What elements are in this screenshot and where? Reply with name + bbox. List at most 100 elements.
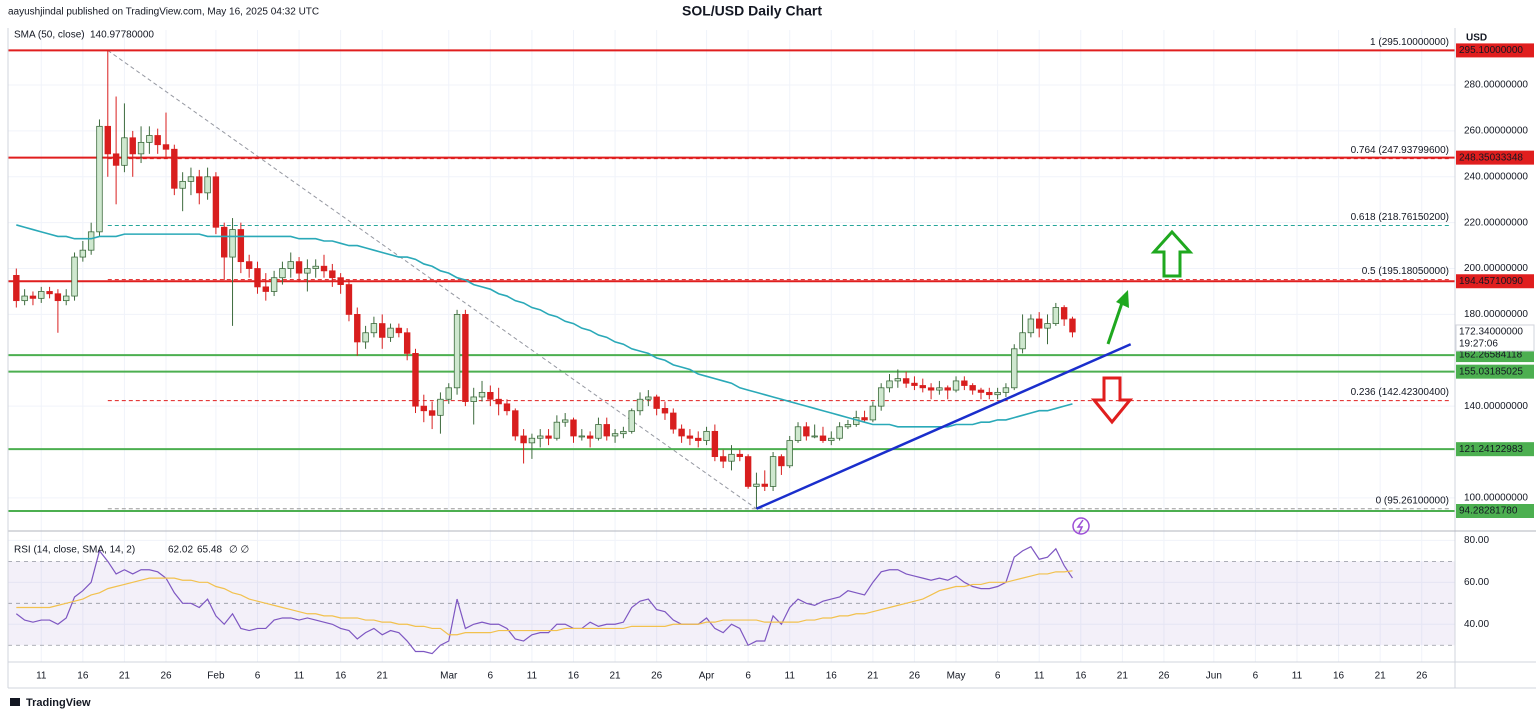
candle-body	[778, 456, 785, 467]
candle-body	[1011, 348, 1018, 389]
price-badge	[1456, 504, 1534, 519]
last-price-badge	[1455, 324, 1535, 352]
x-tick-label: 26	[160, 671, 172, 682]
candle-body	[96, 125, 103, 233]
currency: USD	[1466, 33, 1487, 44]
x-tick-label: Jun	[1206, 671, 1222, 682]
candle-body	[487, 391, 494, 400]
candle-body	[503, 403, 511, 412]
candle-body	[586, 435, 594, 439]
price-badge	[1456, 364, 1534, 379]
candle-body	[944, 387, 951, 391]
candle-body	[445, 387, 452, 400]
trend-arrow	[1106, 299, 1125, 345]
price-badge	[1456, 348, 1534, 363]
event-icon-bolt	[1076, 519, 1084, 534]
candle-body	[969, 385, 976, 391]
candle-body	[38, 291, 45, 299]
candle-body	[578, 435, 586, 438]
y-tick-label: 140.00000000	[1464, 401, 1528, 412]
x-tick-label: Apr	[699, 671, 715, 682]
candle-body	[279, 268, 286, 279]
candle-body	[362, 332, 369, 343]
candle-body	[437, 398, 444, 416]
x-tick-label: 16	[1075, 671, 1087, 682]
sma-line	[16, 224, 1073, 428]
candle-body	[154, 135, 161, 146]
x-tick-label: 6	[1253, 671, 1259, 682]
candle-body	[304, 268, 311, 274]
x-tick-label: 11	[785, 671, 796, 682]
x-tick-label: 11	[527, 671, 538, 682]
candle-body	[137, 141, 145, 155]
candle-body	[686, 435, 694, 439]
x-tick-label: 16	[568, 671, 580, 682]
candle-body	[221, 226, 228, 258]
x-tick-label: 16	[1333, 671, 1345, 682]
candle-body	[428, 410, 436, 416]
x-tick-label: 21	[119, 671, 131, 682]
candle-body	[528, 437, 536, 444]
x-tick-label: May	[947, 671, 966, 682]
x-tick-label: 21	[1117, 671, 1129, 682]
candle-body	[570, 419, 577, 437]
price-badge	[1456, 150, 1534, 165]
candle-body	[1052, 307, 1060, 324]
candle-body	[354, 314, 361, 343]
y-tick-label: 280.00000000	[1464, 80, 1528, 91]
candle-body	[453, 314, 461, 389]
candle-body	[71, 256, 78, 297]
candle-body	[603, 424, 610, 437]
candle-body	[63, 295, 70, 302]
candle-body	[927, 387, 935, 391]
price-badge	[1456, 43, 1534, 58]
x-tick-label: 6	[995, 671, 1001, 682]
candle-body	[911, 382, 918, 386]
candle-body	[21, 295, 28, 302]
candle-body	[670, 412, 677, 430]
candle-body	[254, 268, 261, 288]
rsi-legend: RSI (14, close, SMA, 14, 2)	[14, 545, 135, 556]
candle-body	[462, 314, 469, 402]
candle-body	[894, 378, 902, 382]
candle-body	[711, 430, 719, 458]
candle-body	[320, 265, 328, 272]
candle-body	[1035, 318, 1043, 329]
candle-body	[902, 378, 910, 384]
candle-body	[877, 387, 885, 407]
y-tick-label: 200.00000000	[1464, 263, 1528, 274]
chart-title: SOL/USD Daily Chart	[682, 3, 822, 19]
candle-body	[595, 424, 602, 439]
up-arrow	[1150, 229, 1194, 278]
candle-body	[769, 456, 777, 487]
rsi-legend-value: 65.48	[197, 545, 222, 556]
rsi-tick-label: 40.00	[1464, 619, 1489, 630]
candle-body	[786, 440, 793, 467]
sma-legend: SMA (50, close)	[14, 30, 85, 41]
candle-body	[703, 430, 710, 441]
x-tick-label: 21	[867, 671, 879, 682]
candle-body	[977, 389, 985, 393]
fib-label: 0.764 (247.93799600)	[1351, 145, 1449, 156]
candle-body	[761, 483, 768, 487]
candle-body	[370, 323, 378, 334]
price-badge-label: 94.28281780	[1459, 506, 1518, 517]
y-tick-label: 100.00000000	[1464, 493, 1528, 504]
candle-body	[121, 137, 128, 166]
fib-label: 0.618 (218.76150200)	[1351, 212, 1449, 223]
brand: TradingView	[26, 697, 91, 709]
candle-body	[270, 277, 278, 292]
candle-body	[129, 137, 136, 155]
trend-arrow-head	[1116, 290, 1129, 308]
price-badge	[1456, 442, 1534, 457]
event-icon	[1072, 517, 1090, 535]
candle-body	[403, 332, 411, 354]
price-badge-label: 295.10000000	[1459, 45, 1523, 56]
candle-body	[196, 176, 203, 194]
candle-body	[753, 483, 760, 487]
byline: aayushjindal published on TradingView.co…	[8, 7, 319, 18]
x-tick-label: 21	[610, 671, 622, 682]
candle-body	[495, 398, 502, 405]
trendline	[755, 343, 1132, 510]
x-tick-label: Mar	[440, 671, 458, 682]
